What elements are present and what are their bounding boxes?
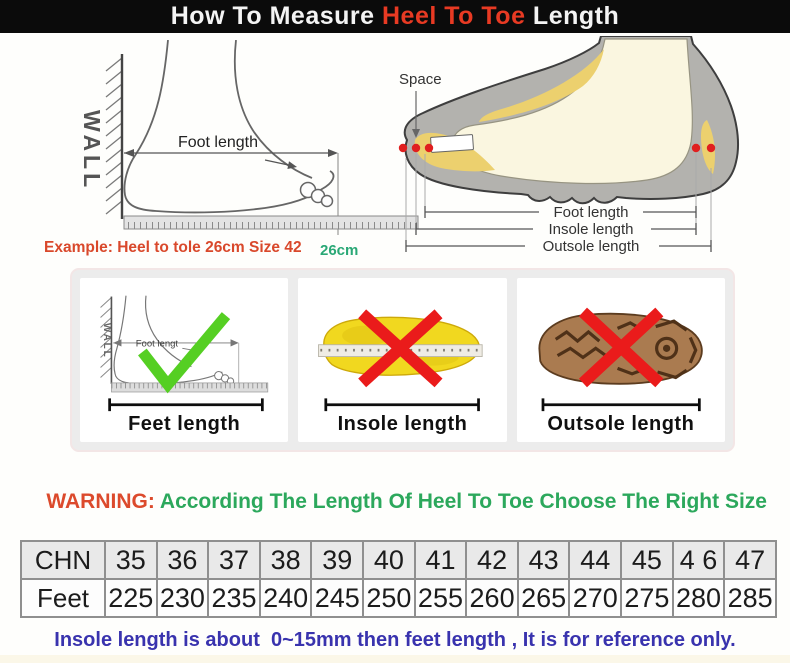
size-cell: 280 [671, 578, 726, 618]
header-title-suffix: Length [525, 2, 620, 30]
outsole-diagram [538, 307, 703, 412]
wall-label: WALL [79, 110, 105, 191]
toe-gap-box [430, 134, 474, 153]
table-row-feet: Feet 225 230 235 240 245 250 255 260 265… [20, 578, 777, 618]
cross-icon [578, 307, 664, 388]
method-comparison-band: WALL Foot lengt Feet length [70, 268, 735, 452]
size-cell: 230 [155, 578, 210, 618]
cross-icon [358, 309, 443, 388]
foot-length-label: Foot length [553, 204, 628, 221]
foot-front-outline [233, 40, 313, 179]
size-cell: 240 [258, 578, 313, 618]
bottom-tint [0, 655, 790, 663]
feet-length-diagram: WALL Foot lengt [100, 295, 269, 412]
size-cell: 41 [413, 540, 468, 580]
outsole-length-label: Outsole length [543, 238, 640, 255]
footnote-text: Insole length is about 0~15mm then feet … [54, 629, 736, 651]
insole-accent [479, 49, 604, 122]
size-cell: 40 [362, 540, 416, 580]
ruler-ticks [111, 382, 268, 392]
size-cell: 4 6 [671, 540, 726, 580]
size-cell: 235 [207, 578, 261, 618]
wall-hatching [105, 57, 123, 215]
warning-text: According The Length Of Heel To Toe Choo… [159, 490, 767, 513]
outsole-length-caption: Outsole length [547, 413, 695, 435]
method-card-outsole-length: Outsole length [516, 278, 725, 442]
size-cell: 245 [310, 578, 365, 618]
outsole-lugs [554, 319, 698, 380]
arrowhead-down-icon [412, 129, 420, 138]
outsole-lug-dot [662, 344, 670, 352]
measure-dot [691, 143, 701, 153]
arrowhead-right-icon [328, 149, 338, 157]
size-cell: 38 [258, 540, 313, 580]
size-cell: 45 [620, 540, 674, 580]
check-icon [138, 312, 231, 394]
extension-lines [405, 154, 712, 249]
space-label: Space [399, 71, 442, 88]
insole-length-label: Insole length [548, 221, 633, 238]
insole-length-caption: Insole length [337, 413, 468, 435]
size-cell: 285 [723, 578, 777, 618]
size-cell: 255 [413, 578, 468, 618]
size-cell: 260 [465, 578, 519, 618]
arrowhead-left-icon [113, 339, 122, 347]
size-cell: 35 [104, 540, 158, 580]
method-card-insole-length: Insole length [298, 278, 507, 442]
shoe-cutaway-diagram: Space Foot length Insole length Outsole … [398, 36, 740, 255]
foot-inside [451, 38, 693, 185]
ruler-ticks [124, 216, 418, 229]
size-cell: 225 [104, 578, 158, 618]
wall-hatching [100, 297, 112, 378]
foot-length-line [424, 206, 697, 218]
outsole-length-line [405, 240, 712, 252]
insole-length-line [415, 223, 697, 235]
warning-prefix: WARNING: [46, 490, 155, 513]
measure-dot [424, 143, 434, 153]
size-cell: 37 [207, 540, 261, 580]
wall-label: WALL [101, 323, 112, 359]
dimension-bracket [108, 398, 264, 412]
foot-front-outline [144, 295, 192, 368]
dimension-bracket [541, 398, 701, 412]
wall-foot-diagram: WALL Foot length [79, 40, 419, 235]
table-row-chn: CHN 35 36 37 38 39 40 41 42 43 44 45 4 6… [20, 540, 777, 580]
size-cell: 47 [723, 540, 777, 580]
outsole-lug-circle [654, 336, 678, 360]
row-header-feet: Feet [20, 578, 106, 618]
method-card-feet-length: WALL Foot lengt Feet length [80, 278, 289, 442]
measure-dot [411, 143, 421, 153]
size-cell: 270 [568, 578, 623, 618]
measure-mark-label: 26cm [320, 242, 359, 259]
arrowhead-icon [287, 161, 297, 169]
header-title-prefix: How To Measure [170, 2, 382, 30]
row-header-chn: CHN [20, 540, 106, 580]
size-cell: 39 [310, 540, 365, 580]
dimension-bracket [324, 398, 481, 412]
size-cell: 250 [362, 578, 416, 618]
size-cell: 44 [568, 540, 623, 580]
size-table: CHN 35 36 37 38 39 40 41 42 43 44 45 4 6… [20, 540, 777, 618]
size-cell: 43 [516, 540, 571, 580]
foot-length-label: Foot length [178, 134, 258, 151]
insole-diagram [318, 309, 483, 412]
foot-length-label: Foot lengt [136, 339, 179, 350]
size-cell: 275 [620, 578, 674, 618]
warning-line: WARNING: According The Length Of Heel To… [0, 466, 790, 538]
toe [320, 194, 334, 208]
header-title-highlight: Heel To Toe [382, 2, 526, 30]
arrowhead-right-icon [230, 339, 239, 347]
size-cell: 42 [465, 540, 519, 580]
header-bar: How To Measure Heel To Toe Length [0, 0, 790, 33]
measure-dot [706, 143, 716, 153]
size-cell: 36 [155, 540, 210, 580]
feet-length-caption: Feet length [128, 413, 241, 435]
example-text: Example: Heel to tole 26cm Size 42 [44, 239, 302, 256]
arrowhead-left-icon [124, 149, 134, 157]
size-cell: 265 [516, 578, 571, 618]
measure-dot [398, 143, 408, 153]
